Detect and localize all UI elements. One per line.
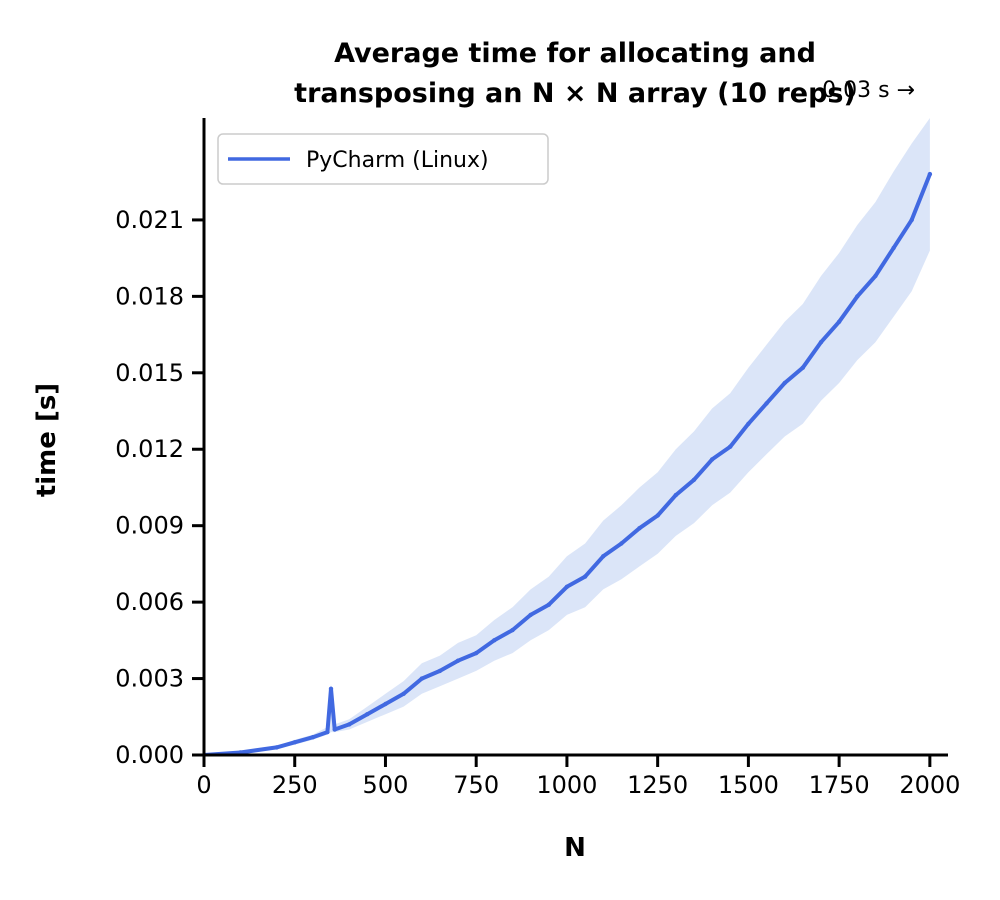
series-point xyxy=(800,365,805,370)
y-tick-label: 0.009 xyxy=(115,512,184,540)
series-point xyxy=(455,658,461,663)
series-point xyxy=(582,574,588,579)
series-point xyxy=(564,584,570,589)
series-point xyxy=(401,691,406,696)
series-point xyxy=(927,171,933,177)
x-tick-label: 1000 xyxy=(536,771,597,799)
series-point xyxy=(836,319,842,324)
legend-label: PyCharm (Linux) xyxy=(306,148,489,173)
series-point xyxy=(655,513,660,518)
series-point xyxy=(510,627,515,633)
series-point xyxy=(347,722,352,727)
series-point xyxy=(782,380,787,386)
x-tick-label: 500 xyxy=(363,771,409,799)
x-tick-label: 1500 xyxy=(718,771,779,799)
y-axis-ticks: 0.000 0.003 0.006 0.009 0.012 0.015 0.018 0.021 xyxy=(115,206,204,769)
y-tick-label: 0.012 xyxy=(115,435,184,463)
y-axis-label: time [s] xyxy=(32,383,62,497)
series-point xyxy=(691,477,697,482)
series-point xyxy=(292,740,297,745)
series-point xyxy=(528,612,533,618)
series-point xyxy=(419,676,424,681)
y-tick-label: 0.000 xyxy=(115,741,184,769)
legend: PyCharm (Linux) xyxy=(217,133,549,185)
series-point xyxy=(332,727,337,732)
range-annotation: 0.03 s → xyxy=(822,78,915,103)
plot-area xyxy=(204,118,933,755)
x-tick-label: 2000 xyxy=(899,771,960,799)
series-point xyxy=(274,745,279,750)
series-point xyxy=(310,735,316,740)
x-axis-ticks: 0 250 500 750 1000 1250 1500 1750 2000 xyxy=(196,755,960,799)
title-line-1: Average time for allocating and xyxy=(334,38,816,69)
y-tick-label: 0.018 xyxy=(115,282,184,310)
y-tick-label: 0.003 xyxy=(115,665,184,693)
series-point xyxy=(325,729,330,735)
x-tick-label: 1750 xyxy=(809,771,870,799)
axes xyxy=(202,118,948,757)
series-point xyxy=(673,492,678,498)
series-point xyxy=(474,650,479,656)
series-point xyxy=(437,668,443,674)
chart-title: Average time for allocating and transpos… xyxy=(294,38,856,109)
x-tick-label: 250 xyxy=(272,771,318,799)
x-tick-label: 0 xyxy=(196,771,211,799)
series-point xyxy=(328,686,334,691)
series-point xyxy=(601,554,606,559)
y-tick-label: 0.021 xyxy=(115,206,184,234)
series-point xyxy=(909,217,914,223)
series-point xyxy=(746,421,751,426)
series-point xyxy=(637,526,642,531)
series-point xyxy=(492,638,497,643)
series-point xyxy=(764,401,769,406)
x-axis-label: N xyxy=(564,833,586,863)
series-point xyxy=(546,602,551,607)
series-line xyxy=(204,173,932,755)
x-tick-label: 750 xyxy=(453,771,499,799)
series-point xyxy=(709,457,715,462)
series-point xyxy=(383,701,388,707)
series-point xyxy=(728,444,733,449)
series-point xyxy=(873,273,878,279)
x-tick-label: 1250 xyxy=(627,771,688,799)
legend-box xyxy=(217,133,549,185)
series-point xyxy=(365,712,370,717)
y-tick-label: 0.015 xyxy=(115,359,184,387)
series-point xyxy=(619,541,624,546)
series-point xyxy=(855,294,860,299)
y-tick-label: 0.006 xyxy=(115,588,184,616)
series-point xyxy=(818,340,824,345)
series-point xyxy=(891,245,896,251)
series-band xyxy=(204,118,930,755)
title-line-2: transposing an N × N array (10 reps) xyxy=(294,78,856,109)
